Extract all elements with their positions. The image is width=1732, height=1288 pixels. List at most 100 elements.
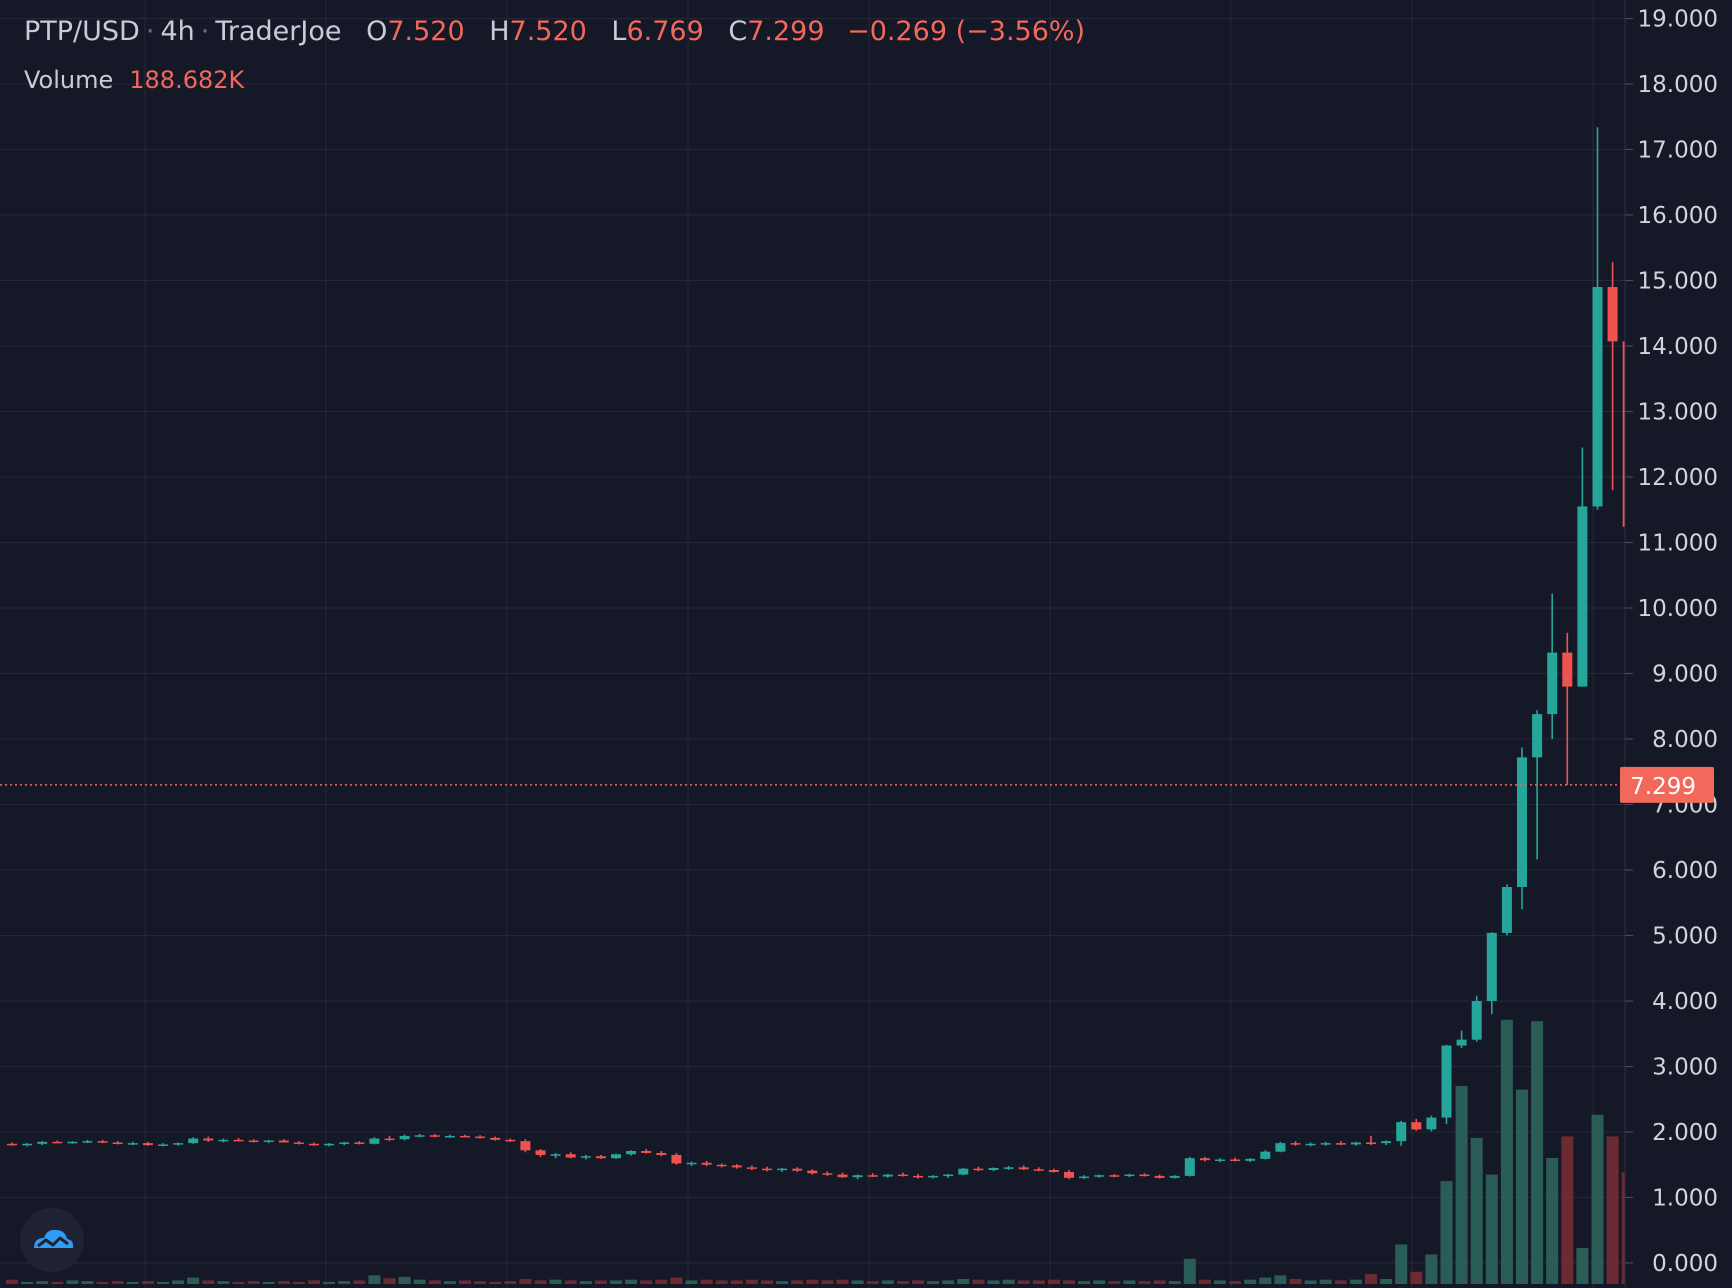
candle-body [701,1162,712,1165]
volume-bar [1153,1280,1166,1284]
candle-body [1033,1169,1044,1171]
volume-bar [262,1281,275,1284]
candle-body [1350,1142,1361,1145]
volume-bar [1168,1281,1181,1284]
candle-body [641,1150,652,1153]
low-label: L [611,16,627,47]
candle-body [671,1154,682,1164]
candle-body [1471,1001,1482,1040]
tradingview-logo-button[interactable] [20,1208,84,1272]
close-label: C [728,16,748,47]
candle-body [958,1168,969,1175]
legend-separator: · [145,16,155,47]
volume-bar [277,1281,290,1284]
candle-body [867,1175,878,1177]
candle-body [913,1175,923,1178]
volume-bar [625,1279,638,1284]
price-tick-label: 19.000 [1638,7,1718,33]
price-axis-background [1625,0,1732,1288]
volume-bar [1591,1114,1604,1284]
candle-body [263,1140,274,1143]
volume-bar [217,1281,230,1284]
volume-bar [1531,1021,1544,1284]
volume-bar [881,1280,894,1284]
legend-separator: · [200,16,210,47]
volume-bar [1244,1279,1257,1284]
candle-body [928,1175,939,1178]
candle-body [852,1175,863,1178]
price-axis[interactable]: 0.0001.0002.0003.0004.0005.0006.0007.000… [1624,0,1732,1288]
candle-body [897,1174,908,1177]
volume-label: Volume [24,66,114,94]
symbol-pair[interactable]: PTP/USD [24,16,140,47]
candle-body [1577,506,1588,687]
price-tick-label: 16.000 [1638,203,1718,229]
symbol-legend: PTP/USD · 4h · TraderJoe O7.520 H7.520 L6.76… [24,16,1085,47]
candle-body [475,1136,486,1139]
volume-value: 188.682K [129,66,245,94]
candle-body [37,1141,48,1144]
volume-bar [1380,1278,1393,1284]
volume-bar [66,1280,79,1284]
candle-body [973,1168,984,1171]
candle-body [248,1140,259,1143]
low-value: 6.769 [626,16,704,47]
candle-body [1260,1151,1271,1159]
candle-body [278,1140,289,1143]
candle-body [1517,757,1527,888]
volume-bar [579,1281,592,1284]
volume-bar [292,1281,305,1284]
candle-body [218,1139,229,1142]
close-value: 7.299 [747,16,825,47]
volume-bar [549,1279,562,1284]
candle-body [1562,652,1573,687]
change-value: −0.269 (−3.56%) [847,16,1086,47]
candle-body [1381,1141,1392,1144]
candle-body [22,1143,33,1146]
candle-body [309,1143,319,1146]
candle-body [97,1141,108,1143]
candle-body [807,1170,818,1174]
candle-body [1426,1117,1437,1130]
candle-body [505,1139,516,1142]
volume-bar [247,1281,260,1284]
candle-body [142,1143,153,1146]
candle-body [490,1137,501,1140]
volume-bar [745,1279,758,1284]
candle-body [1109,1175,1120,1177]
last-price-tag: 7.299 [1620,766,1714,803]
candle-body [1139,1174,1150,1177]
candle-body [1547,652,1558,715]
candle-body [1245,1158,1256,1161]
volume-bar [851,1280,864,1284]
volume-bar [232,1281,245,1284]
volume-bar [428,1280,441,1284]
candle-body [1215,1159,1225,1162]
open-label: O [366,16,388,47]
candle-body [535,1150,546,1155]
symbol-interval[interactable]: 4h [160,16,195,47]
candle-body [1169,1175,1180,1178]
candle-body [82,1141,93,1143]
candle-body [444,1135,455,1138]
volume-bar [534,1280,547,1284]
candle-body [777,1168,788,1171]
volume-bar [640,1280,653,1284]
volume-bar [1561,1136,1574,1284]
price-tick-label: 12.000 [1638,465,1718,491]
volume-bar [912,1280,924,1284]
candle-body [943,1174,954,1177]
price-tick-label: 6.000 [1652,858,1718,884]
candle-body [429,1135,440,1137]
price-tick-label: 8.000 [1652,727,1718,753]
volume-bar [1410,1271,1423,1284]
volume-bar [383,1278,396,1284]
volume-bar [761,1280,773,1284]
candle-body [731,1165,742,1168]
volume-bar [594,1280,607,1284]
candle-body [988,1168,999,1170]
volume-bar [1365,1273,1377,1284]
price-tick-label: 1.000 [1652,1186,1718,1212]
